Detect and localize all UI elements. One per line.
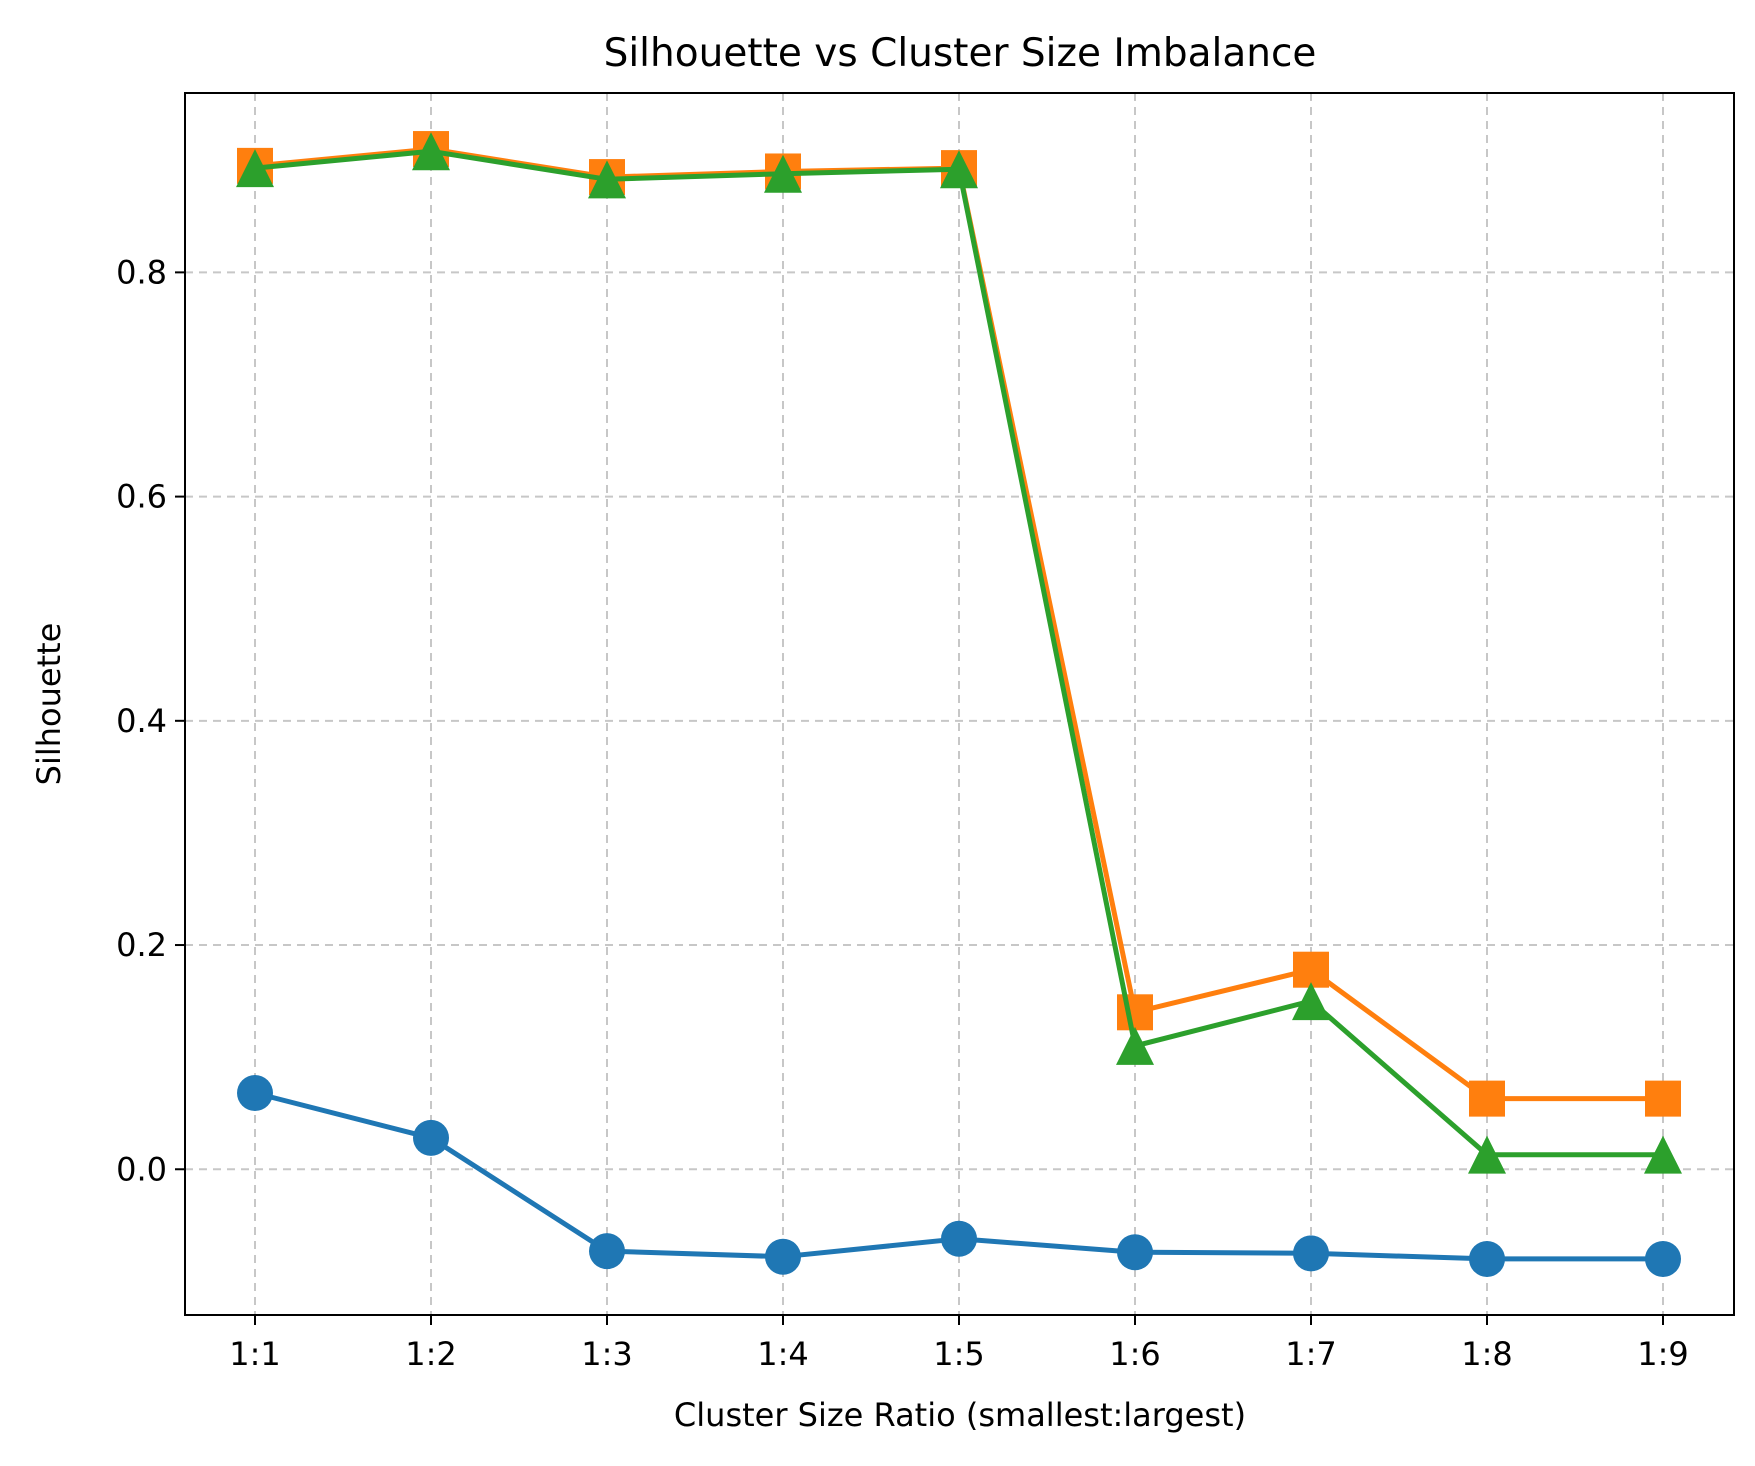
y-tick-label: 0.6 [116, 478, 167, 516]
x-tick-label: 1:1 [229, 1335, 281, 1373]
data-point-circle [1645, 1240, 1681, 1277]
y-axis: 0.0 0.2 0.4 0.6 0.8 [116, 253, 185, 1188]
x-tick-label: 1:7 [1285, 1335, 1337, 1373]
data-point-square [1469, 1080, 1505, 1117]
x-tick-label: 1:6 [1109, 1335, 1161, 1373]
data-point-circle [1293, 1235, 1329, 1272]
data-point-circle [941, 1220, 977, 1257]
data-point-circle [1117, 1234, 1153, 1271]
data-point-triangle [412, 132, 450, 171]
y-tick-label: 0.4 [116, 702, 167, 740]
data-point-circle [765, 1238, 801, 1275]
series-triangle [236, 132, 1682, 1174]
x-axis-title: Cluster Size Ratio (smallest:largest) [674, 1396, 1246, 1434]
data-point-triangle [1292, 982, 1330, 1021]
data-point-circle [237, 1075, 273, 1112]
data-point-triangle [1468, 1135, 1506, 1174]
data-point-triangle [1644, 1135, 1682, 1174]
x-tick-label: 1:3 [581, 1335, 633, 1373]
data-point-circle [413, 1119, 449, 1156]
data-point-square [1645, 1080, 1681, 1117]
x-tick-label: 1:5 [933, 1335, 985, 1373]
y-tick-label: 0.0 [116, 1150, 167, 1188]
data-point-triangle [588, 160, 626, 199]
data-point-triangle [1116, 1026, 1154, 1065]
series-layer [236, 131, 1682, 1277]
data-point-triangle [940, 150, 978, 189]
y-tick-label: 0.8 [116, 253, 167, 291]
x-tick-label: 1:8 [1461, 1335, 1513, 1373]
x-tick-label: 1:2 [405, 1335, 457, 1373]
y-tick-label: 0.2 [116, 926, 167, 964]
y-axis-title: Silhouette [30, 623, 68, 786]
grid [185, 93, 1734, 1315]
data-point-triangle [764, 154, 802, 193]
data-point-square [1293, 951, 1329, 988]
data-point-triangle [236, 149, 274, 188]
x-tick-label: 1:4 [757, 1335, 809, 1373]
data-point-circle [589, 1233, 625, 1270]
data-point-square [1117, 994, 1153, 1031]
data-point-circle [1469, 1240, 1505, 1277]
x-tick-label: 1:9 [1637, 1335, 1689, 1373]
x-axis: 1:1 1:2 1:3 1:4 1:5 1:6 1:7 1:8 1:9 [229, 1315, 1689, 1373]
series-circle [237, 1075, 1681, 1277]
chart-title: Silhouette vs Cluster Size Imbalance [604, 31, 1317, 76]
